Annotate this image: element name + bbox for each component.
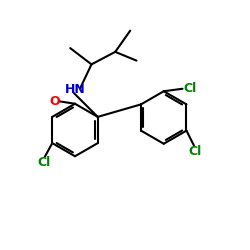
Text: Cl: Cl bbox=[37, 156, 50, 169]
Text: HN: HN bbox=[65, 83, 86, 96]
Text: Cl: Cl bbox=[188, 144, 202, 158]
Text: O: O bbox=[49, 95, 59, 108]
Text: Cl: Cl bbox=[183, 82, 196, 95]
